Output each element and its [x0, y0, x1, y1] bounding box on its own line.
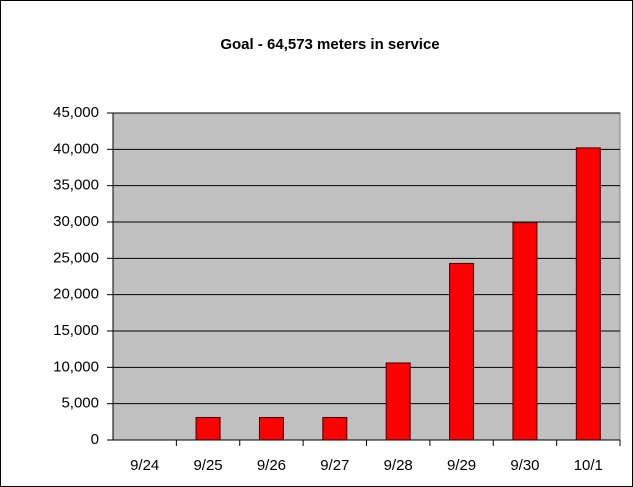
x-tick-label: 9/30 [510, 457, 539, 474]
y-tick-label: 30,000 [53, 213, 99, 230]
x-tick-label: 9/26 [257, 457, 286, 474]
x-tick-label: 9/25 [193, 457, 222, 474]
y-tick-label: 0 [91, 431, 99, 448]
x-tick-label: 9/29 [447, 457, 476, 474]
bar [322, 416, 348, 441]
bar [575, 147, 601, 441]
x-tick-label: 9/24 [130, 457, 159, 474]
y-tick-label: 35,000 [53, 177, 99, 194]
bar [195, 416, 221, 441]
x-tick-label: 9/27 [320, 457, 349, 474]
y-tick-label: 25,000 [53, 249, 99, 266]
y-tick-label: 10,000 [53, 358, 99, 375]
y-tick-label: 5,000 [61, 395, 99, 412]
plot-area [112, 112, 621, 441]
bar [449, 262, 475, 441]
y-tick-label: 45,000 [53, 104, 99, 121]
y-tick-label: 15,000 [53, 322, 99, 339]
bar [512, 222, 538, 441]
bar [385, 362, 411, 441]
y-tick-label: 20,000 [53, 286, 99, 303]
bar [258, 416, 284, 441]
x-tick-label: 10/1 [574, 457, 603, 474]
y-tick-label: 40,000 [53, 140, 99, 157]
x-tick-label: 9/28 [384, 457, 413, 474]
chart-title: Goal - 64,573 meters in service [220, 36, 439, 53]
